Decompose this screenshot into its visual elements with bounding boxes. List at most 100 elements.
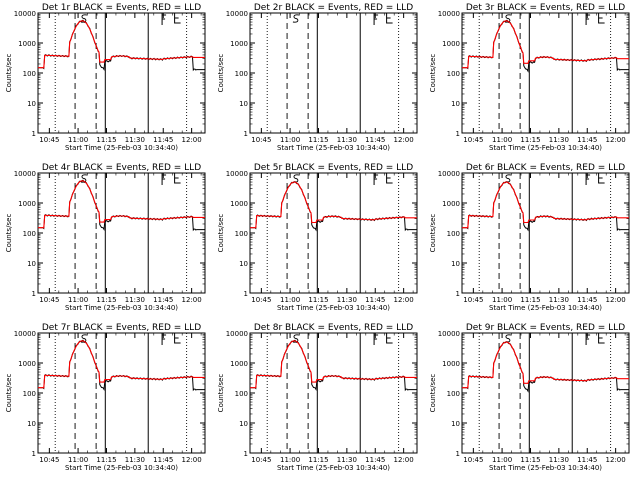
- x-tick-label: 11:15: [520, 296, 540, 304]
- series-lld-line: [462, 181, 629, 229]
- x-tick-label: 11:15: [308, 136, 328, 144]
- f-marker-glyph: [161, 333, 167, 345]
- panel-det-2r: Det 2r BLACK = Events, RED = LLD 1 10 100 10…: [217, 3, 418, 152]
- y-tick-label: 10000: [226, 170, 248, 178]
- plot-frame: [249, 332, 418, 454]
- y-axis-label: Counts/sec: [429, 374, 437, 413]
- x-tick-label: 11:45: [153, 136, 173, 144]
- plot-frame: [37, 332, 206, 454]
- f-marker-glyph: [373, 13, 379, 25]
- x-tick-label: 12:00: [606, 136, 626, 144]
- x-axis-label: Start Time (25-Feb-03 10:34:40): [277, 304, 390, 312]
- x-tick-label: 11:30: [337, 136, 357, 144]
- panel-det-7r: Det 7r BLACK = Events, RED = LLD 1 10 100 10…: [5, 323, 206, 472]
- y-axis-label: Counts/sec: [217, 54, 225, 93]
- x-tick-label: 11:45: [577, 456, 597, 464]
- x-axis-label: Start Time (25-Feb-03 10:34:40): [277, 464, 390, 472]
- f-marker-glyph: [161, 173, 167, 185]
- series-events-line: [250, 339, 417, 392]
- s-marker-glyph: [292, 174, 299, 183]
- y-tick-label: 1: [456, 130, 460, 138]
- series-events-line: [462, 181, 629, 232]
- f-marker-glyph: [373, 333, 379, 345]
- y-tick-label: 10: [27, 420, 36, 428]
- x-tick-label: 11:15: [308, 456, 328, 464]
- y-axis-label: Counts/sec: [217, 374, 225, 413]
- x-tick-label: 11:00: [492, 136, 512, 144]
- y-tick-label: 10: [239, 420, 248, 428]
- s-marker-glyph: [504, 174, 511, 183]
- x-tick-label: 12:00: [182, 296, 202, 304]
- x-tick-label: 10:45: [463, 296, 483, 304]
- plot-frame: [37, 172, 206, 294]
- x-tick-label: 11:15: [520, 136, 540, 144]
- y-tick-label: 100: [447, 70, 460, 78]
- x-tick-label: 11:00: [492, 456, 512, 464]
- x-tick-label: 11:15: [96, 296, 116, 304]
- y-tick-label: 10000: [438, 170, 460, 178]
- y-tick-label: 10: [27, 100, 36, 108]
- x-tick-label: 10:45: [463, 136, 483, 144]
- x-tick-label: 12:00: [182, 456, 202, 464]
- x-tick-label: 11:30: [125, 456, 145, 464]
- f-marker-glyph: [373, 173, 379, 185]
- plot-frame: [461, 12, 630, 134]
- series-events-line: [38, 339, 205, 392]
- y-tick-label: 10: [239, 100, 248, 108]
- x-axis-label: Start Time (25-Feb-03 10:34:40): [489, 464, 602, 472]
- x-tick-label: 11:45: [365, 296, 385, 304]
- panel-title: Det 6r BLACK = Events, RED = LLD: [466, 163, 625, 173]
- x-tick-label: 11:30: [125, 296, 145, 304]
- y-tick-label: 1000: [18, 360, 36, 368]
- series-lld-line: [462, 341, 629, 389]
- panel-det-4r: Det 4r BLACK = Events, RED = LLD 1 10 100 10…: [5, 163, 206, 312]
- panel-det-3r: Det 3r BLACK = Events, RED = LLD 1 10 100 10…: [429, 3, 630, 152]
- x-tick-label: 11:00: [280, 136, 300, 144]
- y-tick-label: 100: [235, 70, 248, 78]
- e-marker-glyph: [174, 13, 181, 24]
- x-tick-label: 11:30: [549, 136, 569, 144]
- y-tick-label: 1000: [442, 40, 460, 48]
- e-marker-glyph: [598, 333, 605, 344]
- y-tick-label: 10000: [438, 330, 460, 338]
- panel-title: Det 7r BLACK = Events, RED = LLD: [42, 323, 201, 333]
- x-tick-label: 11:15: [96, 456, 116, 464]
- s-marker-glyph: [504, 334, 511, 343]
- x-tick-label: 11:00: [492, 296, 512, 304]
- x-tick-label: 11:00: [68, 136, 88, 144]
- y-tick-label: 1000: [18, 200, 36, 208]
- y-tick-label: 1000: [230, 200, 248, 208]
- x-tick-label: 10:45: [39, 296, 59, 304]
- x-axis-label: Start Time (25-Feb-03 10:34:40): [277, 144, 390, 152]
- panel-title: Det 9r BLACK = Events, RED = LLD: [466, 323, 625, 333]
- y-tick-label: 1: [244, 130, 248, 138]
- y-tick-label: 10000: [226, 330, 248, 338]
- y-tick-label: 10000: [438, 10, 460, 18]
- panel-title: Det 8r BLACK = Events, RED = LLD: [254, 323, 413, 333]
- panel-title: Det 4r BLACK = Events, RED = LLD: [42, 163, 201, 173]
- y-tick-label: 1: [456, 450, 460, 458]
- e-marker-glyph: [598, 13, 605, 24]
- plot-frame: [461, 332, 630, 454]
- panel-title: Det 2r BLACK = Events, RED = LLD: [254, 3, 413, 13]
- series-events-line: [462, 341, 629, 393]
- y-axis-label: Counts/sec: [217, 214, 225, 253]
- x-tick-label: 11:30: [337, 456, 357, 464]
- x-tick-label: 10:45: [251, 296, 271, 304]
- x-tick-label: 11:30: [549, 296, 569, 304]
- x-tick-label: 12:00: [394, 296, 414, 304]
- y-tick-label: 1000: [230, 40, 248, 48]
- x-tick-label: 11:15: [96, 136, 116, 144]
- plot-frame: [461, 172, 630, 294]
- y-tick-label: 1: [32, 290, 36, 298]
- x-tick-label: 11:45: [577, 296, 597, 304]
- y-tick-label: 1: [32, 130, 36, 138]
- x-tick-label: 12:00: [394, 456, 414, 464]
- x-tick-label: 11:30: [125, 136, 145, 144]
- x-tick-label: 11:45: [365, 456, 385, 464]
- e-marker-glyph: [386, 173, 393, 184]
- series-events-line: [38, 179, 205, 232]
- y-tick-label: 1000: [18, 40, 36, 48]
